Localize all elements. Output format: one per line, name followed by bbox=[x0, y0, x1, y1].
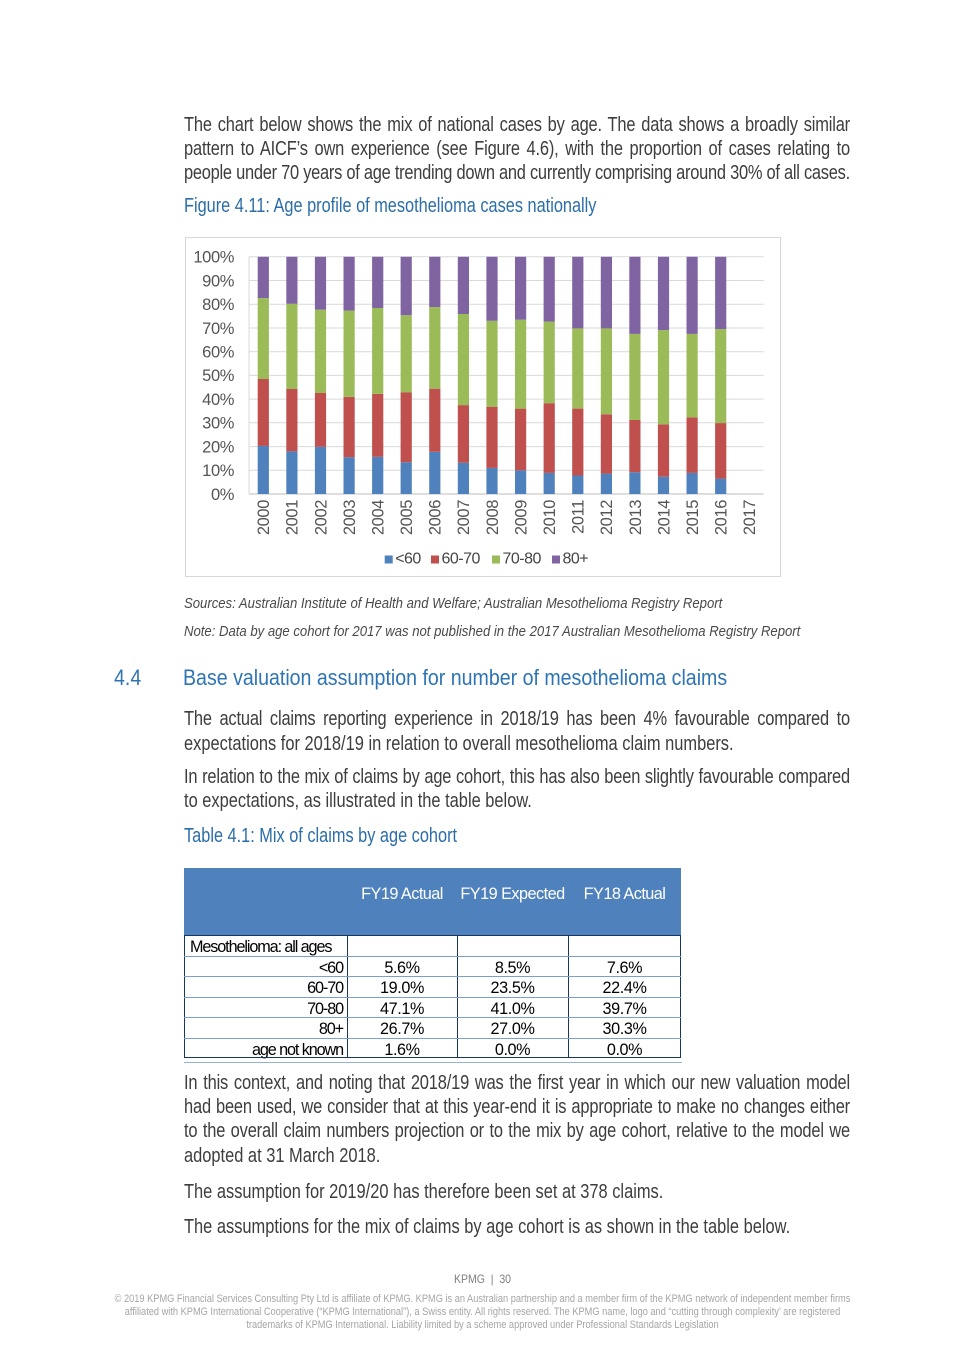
svg-text:2016: 2016 bbox=[712, 499, 730, 534]
svg-text:2013: 2013 bbox=[626, 499, 644, 534]
svg-text:2010: 2010 bbox=[541, 499, 559, 534]
svg-text:2012: 2012 bbox=[598, 499, 616, 534]
svg-text:70-80: 70-80 bbox=[502, 550, 541, 567]
svg-text:2008: 2008 bbox=[483, 499, 501, 534]
svg-text:2007: 2007 bbox=[455, 499, 473, 534]
svg-text:0%: 0% bbox=[210, 485, 234, 503]
svg-text:2017: 2017 bbox=[741, 499, 759, 534]
svg-text:2002: 2002 bbox=[312, 499, 330, 534]
svg-text:2004: 2004 bbox=[369, 499, 387, 534]
svg-text:2014: 2014 bbox=[655, 499, 673, 534]
svg-text:<60: <60 bbox=[395, 550, 421, 567]
svg-text:50%: 50% bbox=[202, 367, 235, 385]
svg-text:20%: 20% bbox=[202, 438, 235, 456]
svg-text:2000: 2000 bbox=[255, 499, 273, 534]
svg-text:2001: 2001 bbox=[283, 499, 301, 534]
svg-text:60-70: 60-70 bbox=[441, 550, 480, 567]
svg-text:2015: 2015 bbox=[683, 499, 701, 534]
svg-text:80%: 80% bbox=[202, 296, 235, 314]
svg-text:100%: 100% bbox=[193, 248, 234, 266]
svg-text:10%: 10% bbox=[202, 462, 235, 480]
svg-text:2005: 2005 bbox=[398, 499, 416, 534]
svg-text:80+: 80+ bbox=[562, 550, 588, 567]
svg-text:2003: 2003 bbox=[340, 499, 358, 534]
svg-text:90%: 90% bbox=[202, 272, 235, 290]
svg-text:40%: 40% bbox=[202, 390, 235, 408]
svg-text:2011: 2011 bbox=[569, 499, 587, 533]
svg-text:2006: 2006 bbox=[426, 499, 444, 534]
svg-text:60%: 60% bbox=[202, 343, 235, 361]
svg-text:2009: 2009 bbox=[512, 499, 530, 534]
svg-text:70%: 70% bbox=[202, 319, 235, 337]
svg-text:30%: 30% bbox=[202, 414, 235, 432]
